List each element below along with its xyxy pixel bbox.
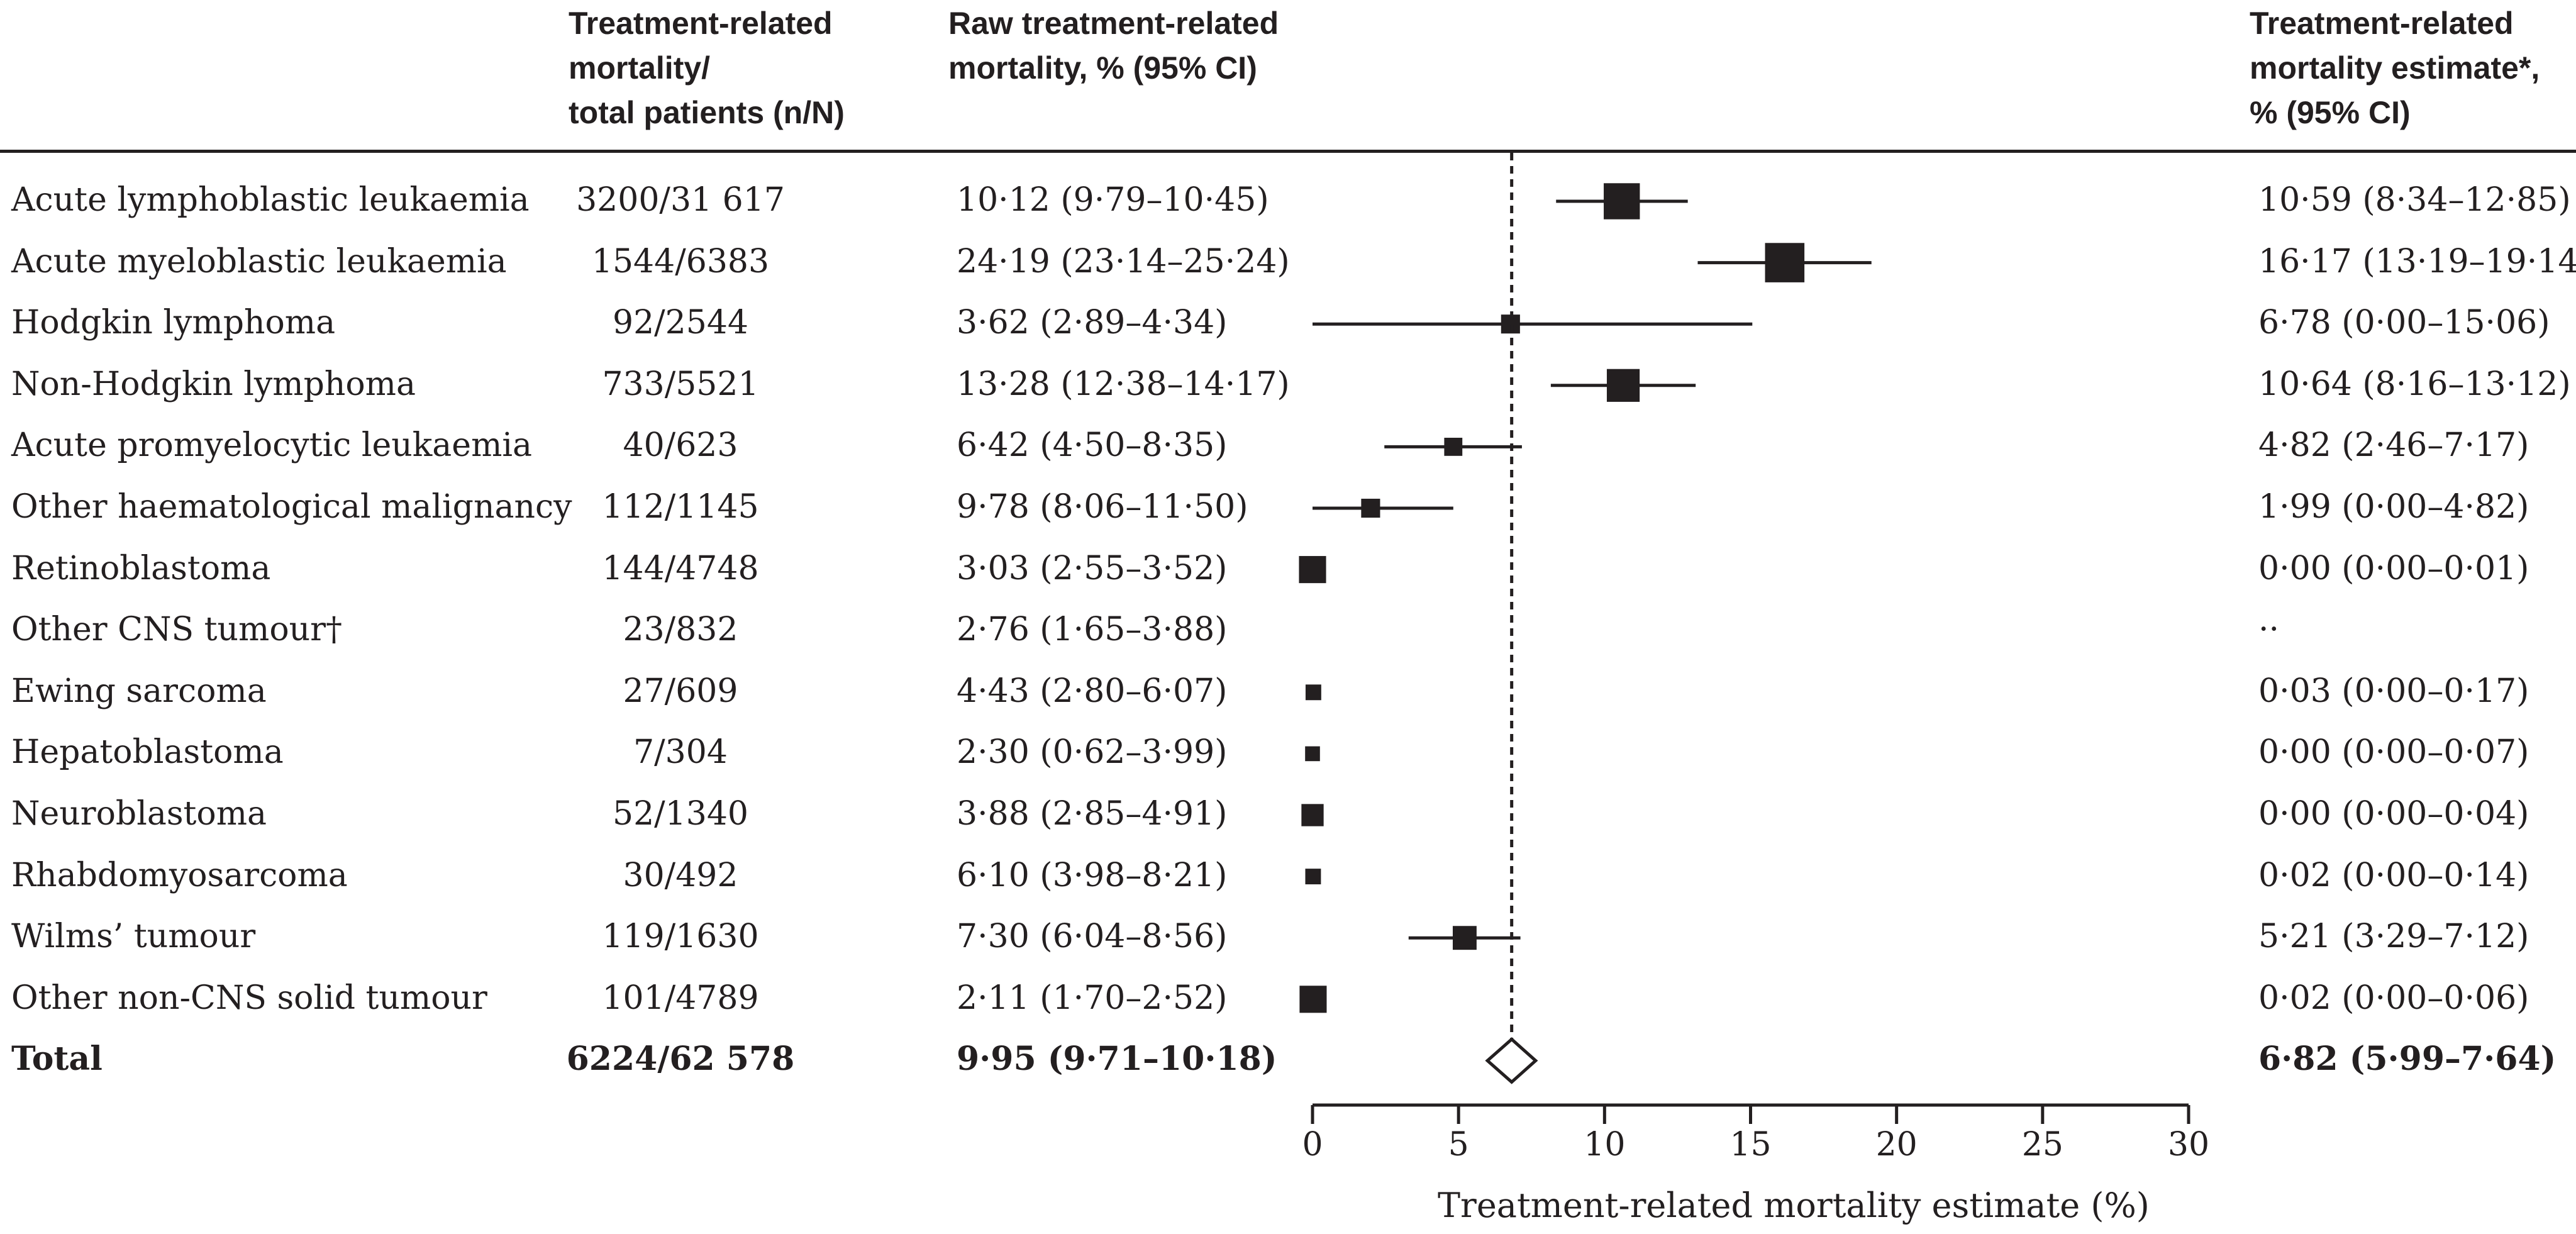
row-count: 112/1145 (602, 488, 759, 526)
estimate-square (1361, 498, 1380, 518)
x-axis-title: Treatment-related mortality estimate (%) (1438, 1186, 2150, 1225)
row-estimate-text: 0·02 (0·00–0·14) (2258, 856, 2529, 894)
row-estimate-text: 0·00 (0·00–0·07) (2258, 733, 2529, 772)
row-estimate-text: 10·64 (8·16–13·12) (2258, 365, 2571, 403)
estimate-square (1305, 746, 1320, 762)
x-tick-label: 30 (2168, 1126, 2209, 1164)
estimate-square (1305, 869, 1321, 885)
row-raw-mortality: 2·76 (1·65–3·88) (957, 611, 1228, 649)
row-label: Ewing sarcoma (11, 672, 267, 710)
row-estimate-text: 0·00 (0·00–0·04) (2258, 795, 2529, 833)
row-label: Acute promyelocytic leukaemia (11, 426, 533, 465)
row-label: Acute myeloblastic leukaemia (11, 242, 507, 281)
total-label: Total (11, 1040, 103, 1079)
row-raw-mortality: 2·11 (1·70–2·52) (957, 979, 1228, 1017)
row-raw-mortality: 7·30 (6·04–8·56) (957, 918, 1228, 956)
row-estimate-text: 0·00 (0·00–0·01) (2258, 549, 2529, 587)
estimate-square (1444, 438, 1463, 456)
row-estimate-text: 4·82 (2·46–7·17) (2258, 426, 2529, 465)
total-diamond (1485, 1037, 1538, 1084)
row-estimate-text: 5·21 (3·29–7·12) (2258, 918, 2529, 956)
row-count: 101/4789 (602, 979, 759, 1017)
row-raw-mortality: 4·43 (2·80–6·07) (957, 672, 1228, 710)
header-rule (0, 150, 2576, 153)
row-raw-mortality: 10·12 (9·79–10·45) (957, 181, 1269, 219)
header-count: Treatment-related mortality/ total patie… (569, 6, 845, 130)
row-label: Rhabdomyosarcoma (11, 856, 348, 894)
row-label: Other CNS tumour† (11, 611, 342, 649)
row-count: 40/623 (623, 426, 738, 465)
x-tick-label: 5 (1448, 1126, 1469, 1164)
estimate-square (1604, 183, 1640, 220)
row-raw-mortality: 24·19 (23·14–25·24) (957, 242, 1290, 281)
row-estimate-text: 6·78 (0·00–15·06) (2258, 304, 2550, 342)
estimate-square (1299, 556, 1326, 584)
row-raw-mortality: 3·03 (2·55–3·52) (957, 549, 1228, 587)
row-raw-mortality: 6·10 (3·98–8·21) (957, 856, 1228, 894)
row-count: 119/1630 (602, 918, 759, 956)
row-count: 27/609 (623, 672, 738, 710)
x-tick-label: 25 (2022, 1126, 2063, 1164)
row-label: Other non-CNS solid tumour (11, 979, 487, 1017)
row-raw-mortality: 2·30 (0·62–3·99) (957, 733, 1228, 772)
header-raw-mortality: Raw treatment-related mortality, % (95% … (948, 6, 1279, 86)
row-label: Wilms’ tumour (11, 918, 256, 956)
estimate-square (1606, 369, 1640, 402)
row-count: 30/492 (623, 856, 738, 894)
row-count: 52/1340 (612, 795, 749, 833)
estimate-square (1301, 804, 1324, 826)
row-raw-mortality: 9·78 (8·06–11·50) (957, 488, 1248, 526)
row-count: 733/5521 (602, 365, 759, 403)
x-tick-label: 15 (1729, 1126, 1771, 1164)
row-count: 1544/6383 (591, 242, 770, 281)
row-count: 7/304 (633, 733, 728, 772)
row-raw-mortality: 3·88 (2·85–4·91) (957, 795, 1228, 833)
x-tick-label: 10 (1584, 1126, 1625, 1164)
estimate-square (1765, 243, 1805, 282)
total-count: 6224/62 578 (566, 1040, 795, 1079)
estimate-square (1305, 684, 1321, 701)
row-raw-mortality: 13·28 (12·38–14·17) (957, 365, 1290, 403)
total-raw-mortality: 9·95 (9·71–10·18) (957, 1040, 1277, 1079)
row-label: Non-Hodgkin lymphoma (11, 365, 416, 403)
total-estimate-text: 6·82 (5·99–7·64) (2258, 1040, 2557, 1079)
header-mortality-estimate: Treatment-related mortality estimate*, %… (2250, 6, 2540, 130)
estimate-square (1452, 926, 1477, 950)
row-count: 92/2544 (612, 304, 749, 342)
row-estimate-text: 16·17 (13·19–19·14) (2258, 242, 2576, 281)
row-label: Retinoblastoma (11, 549, 271, 587)
row-raw-mortality: 6·42 (4·50–8·35) (957, 426, 1228, 465)
row-estimate-text: ·· (2258, 611, 2280, 649)
row-label: Acute lymphoblastic leukaemia (11, 181, 530, 219)
row-label: Neuroblastoma (11, 795, 267, 833)
row-estimate-text: 1·99 (0·00–4·82) (2258, 488, 2529, 526)
row-estimate-text: 10·59 (8·34–12·85) (2258, 181, 2571, 219)
estimate-square (1299, 986, 1327, 1013)
row-estimate-text: 0·03 (0·00–0·17) (2258, 672, 2529, 710)
row-label: Hodgkin lymphoma (11, 304, 336, 342)
row-label: Hepatoblastoma (11, 733, 284, 772)
row-estimate-text: 0·02 (0·00–0·06) (2258, 979, 2529, 1017)
row-count: 23/832 (623, 611, 738, 649)
row-label: Other haematological malignancy (11, 488, 572, 526)
x-tick-label: 0 (1302, 1126, 1323, 1164)
row-raw-mortality: 3·62 (2·89–4·34) (957, 304, 1228, 342)
row-count: 3200/31 617 (576, 181, 785, 219)
row-count: 144/4748 (602, 549, 759, 587)
x-tick-label: 20 (1876, 1126, 1918, 1164)
